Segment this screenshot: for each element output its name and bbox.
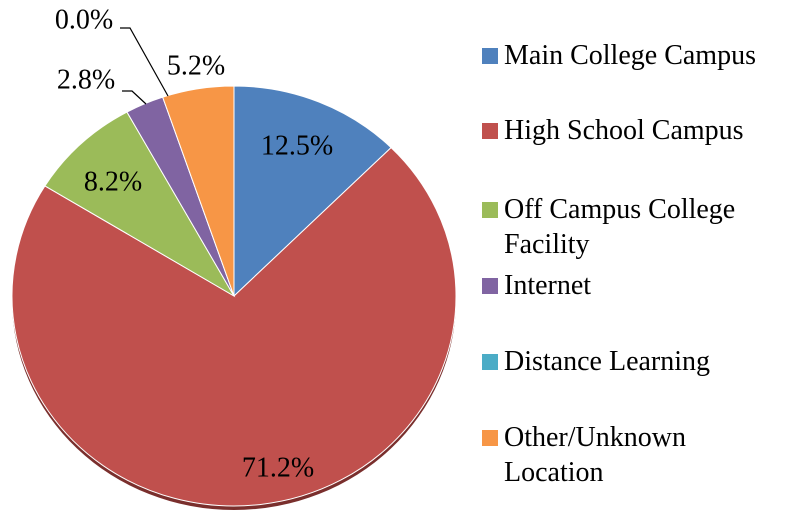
legend-swatch <box>482 430 498 446</box>
pie-area: 12.5% 71.2% 8.2% 2.8% 0.0% 5.2% <box>11 4 457 510</box>
legend-label: Distance Learning <box>504 346 711 377</box>
pie-slice <box>11 146 457 507</box>
data-label: 5.2% <box>167 50 225 81</box>
legend-swatch <box>482 278 498 294</box>
data-label: 71.2% <box>242 452 314 483</box>
legend-label: Internet <box>504 270 592 301</box>
legend-label: Other/Unknown Location <box>504 422 686 488</box>
legend-swatch <box>482 48 498 64</box>
legend-item: High School Campus <box>482 113 790 148</box>
leader-line <box>122 90 147 105</box>
legend-swatch <box>482 354 498 370</box>
legend-label: Main College Campus <box>504 40 756 71</box>
leader-line <box>120 27 169 97</box>
legend-swatch <box>482 202 498 218</box>
legend-item: Distance Learning <box>482 344 790 379</box>
legend-label: High School Campus <box>504 115 744 146</box>
legend: Main College Campus High School Campus Off… <box>482 38 790 490</box>
data-label: 2.8% <box>57 64 115 95</box>
pie-slice <box>233 85 392 298</box>
legend-item: Off Campus College Facility <box>482 192 790 262</box>
legend-item: Other/Unknown Location <box>482 420 790 490</box>
data-label: 8.2% <box>84 166 142 197</box>
legend-swatch <box>482 123 498 139</box>
legend-item: Main College Campus <box>482 38 790 73</box>
pie-slice <box>44 111 236 298</box>
pie-slice <box>162 85 235 297</box>
legend-label: Off Campus College Facility <box>504 194 736 260</box>
data-label: 12.5% <box>261 130 333 161</box>
data-label: 0.0% <box>55 4 113 35</box>
legend-item: Internet <box>482 268 790 303</box>
